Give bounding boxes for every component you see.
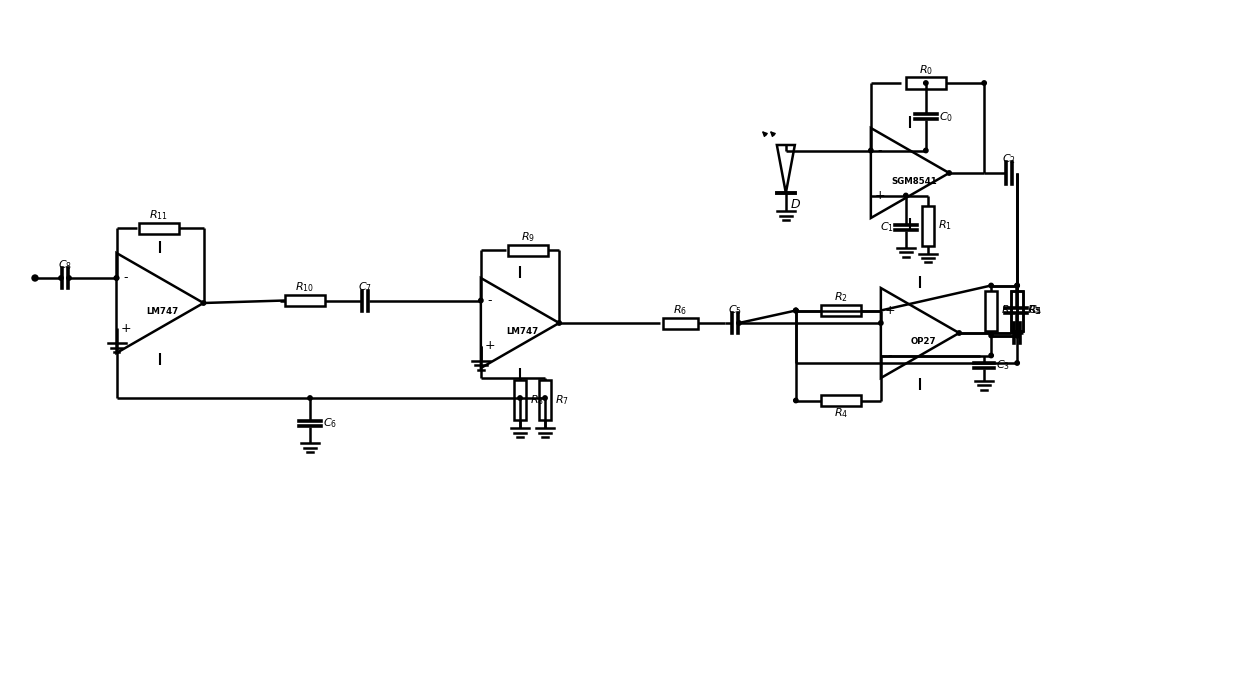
Circle shape (543, 396, 547, 400)
Circle shape (794, 308, 799, 313)
Text: $C_6$: $C_6$ (322, 416, 337, 430)
Circle shape (1016, 334, 1019, 338)
Text: $R_2$: $R_2$ (835, 291, 848, 304)
Text: $R_8$: $R_8$ (529, 393, 544, 407)
Text: +: + (874, 189, 885, 202)
Text: SGM8541: SGM8541 (892, 176, 937, 186)
Bar (906, 77, 946, 89)
Bar (821, 395, 861, 406)
Text: $R_5$: $R_5$ (1028, 304, 1042, 317)
Text: $C_1$: $C_1$ (880, 220, 894, 235)
Bar (1011, 290, 1023, 330)
Text: LM747: LM747 (146, 306, 179, 315)
Text: LM747: LM747 (506, 327, 538, 336)
Text: $R_4$: $R_4$ (833, 407, 848, 420)
Text: D: D (791, 198, 801, 211)
Text: -: - (878, 144, 882, 157)
Bar (985, 290, 997, 330)
Text: $C_7$: $C_7$ (358, 281, 372, 294)
Bar (139, 222, 179, 233)
Bar (515, 380, 526, 420)
Circle shape (794, 398, 799, 403)
Text: -: - (487, 294, 492, 307)
Bar (921, 205, 934, 245)
Circle shape (794, 308, 799, 313)
Text: $R_{11}$: $R_{11}$ (149, 208, 167, 222)
Circle shape (737, 321, 742, 325)
Circle shape (32, 275, 38, 281)
Text: $R_5$: $R_5$ (1027, 304, 1042, 317)
Circle shape (114, 276, 119, 280)
Bar (285, 295, 325, 306)
Circle shape (1016, 331, 1019, 335)
Bar (539, 380, 551, 420)
Text: $R_7$: $R_7$ (556, 393, 569, 407)
Text: -: - (123, 271, 128, 285)
Circle shape (794, 308, 799, 313)
Text: $R_6$: $R_6$ (673, 303, 687, 317)
Text: $R_0$: $R_0$ (919, 63, 932, 77)
Circle shape (479, 298, 484, 302)
Text: +: + (120, 321, 130, 334)
Text: $C_2$: $C_2$ (1002, 152, 1016, 166)
Circle shape (924, 148, 928, 153)
Circle shape (904, 193, 908, 198)
Circle shape (1016, 361, 1019, 365)
Text: $C_5$: $C_5$ (728, 303, 742, 317)
Bar (821, 305, 861, 316)
Text: +: + (884, 304, 895, 317)
Circle shape (1016, 283, 1019, 287)
Circle shape (114, 276, 119, 280)
Bar (508, 245, 548, 256)
Text: $R_1$: $R_1$ (937, 218, 952, 233)
Circle shape (982, 81, 986, 85)
Text: +: + (485, 339, 495, 352)
Circle shape (990, 353, 993, 358)
Text: -: - (888, 349, 892, 362)
Text: $C_8$: $C_8$ (58, 258, 72, 272)
Text: $R_{10}$: $R_{10}$ (295, 281, 315, 294)
Circle shape (1016, 283, 1019, 287)
Circle shape (67, 276, 71, 280)
Text: $C_4$: $C_4$ (1028, 304, 1043, 317)
Circle shape (957, 331, 961, 335)
Circle shape (990, 334, 993, 338)
Circle shape (879, 321, 883, 325)
Circle shape (58, 276, 63, 280)
Bar (662, 317, 697, 329)
Circle shape (1016, 334, 1019, 338)
Circle shape (518, 396, 522, 400)
Circle shape (557, 321, 562, 325)
Circle shape (947, 171, 951, 175)
Text: $C_3$: $C_3$ (996, 359, 1011, 372)
Text: OP27: OP27 (910, 336, 936, 346)
Bar (1011, 290, 1023, 330)
Circle shape (924, 81, 928, 85)
Text: $C_0$: $C_0$ (939, 110, 954, 123)
Text: $R_9$: $R_9$ (521, 230, 534, 244)
Circle shape (1016, 331, 1019, 335)
Circle shape (869, 148, 873, 153)
Circle shape (308, 396, 312, 400)
Circle shape (990, 283, 993, 287)
Circle shape (201, 301, 206, 305)
Text: $R_3$: $R_3$ (1001, 304, 1016, 317)
